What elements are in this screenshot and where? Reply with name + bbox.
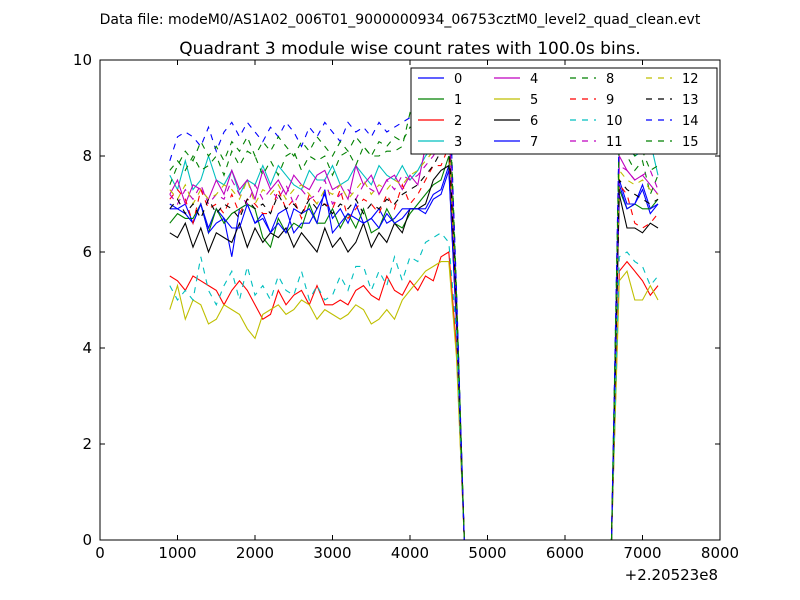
x-tick-label: 3000 — [313, 544, 351, 562]
series-line-1 — [169, 155, 659, 541]
series-line-5 — [169, 261, 659, 541]
legend-label-4: 4 — [530, 72, 538, 87]
series-line-9 — [169, 146, 659, 541]
legend-label-0: 0 — [454, 72, 462, 87]
series-line-4 — [169, 112, 659, 541]
legend-label-11: 11 — [606, 135, 623, 150]
series-line-10 — [169, 232, 659, 541]
legend-label-9: 9 — [606, 93, 614, 108]
legend-label-15: 15 — [682, 135, 699, 150]
x-tick-label: 6000 — [546, 544, 584, 562]
y-tick-label: 8 — [82, 147, 92, 165]
x-tick-label: 7000 — [623, 544, 661, 562]
series-line-0 — [169, 165, 659, 541]
legend-label-3: 3 — [454, 135, 462, 150]
x-tick-label: 1000 — [158, 544, 196, 562]
legend-label-5: 5 — [530, 93, 538, 108]
series-line-14 — [169, 69, 659, 541]
y-tick-label: 0 — [82, 531, 92, 549]
legend-label-1: 1 — [454, 93, 462, 108]
x-tick-label: 0 — [95, 544, 105, 562]
series-line-13 — [169, 134, 659, 541]
y-tick-label: 6 — [82, 243, 92, 261]
plot-lines — [169, 69, 659, 541]
legend-label-12: 12 — [682, 72, 699, 87]
series-line-15 — [169, 82, 659, 541]
y-tick-label: 4 — [82, 339, 92, 357]
x-tick-label: 8000 — [701, 544, 739, 562]
series-line-3 — [169, 116, 659, 541]
legend-label-6: 6 — [530, 114, 538, 129]
chart-title: Quadrant 3 module wise count rates with … — [179, 39, 640, 59]
x-tick-label: 2000 — [236, 544, 274, 562]
x-offset-label: +2.20523e8 — [625, 566, 718, 584]
y-tick-label: 2 — [82, 435, 92, 453]
series-line-2 — [169, 251, 659, 541]
series-line-12 — [169, 131, 659, 541]
legend-label-7: 7 — [530, 135, 538, 150]
legend-label-14: 14 — [682, 114, 699, 129]
legend-label-10: 10 — [606, 114, 623, 129]
series-line-7 — [169, 170, 659, 541]
x-tick-label: 4000 — [391, 544, 429, 562]
legend-label-8: 8 — [606, 72, 614, 87]
legend-box — [410, 67, 718, 155]
x-tick-label: 5000 — [468, 544, 506, 562]
x-axis: 0 1000 2000 3000 4000 5000 6000 7000 8000 — [95, 60, 739, 562]
data-file-label: Data file: modeM0/AS1A02_006T01_90000009… — [100, 12, 701, 28]
series-line-6 — [169, 164, 659, 541]
legend-label-13: 13 — [682, 93, 699, 108]
y-tick-label: 10 — [73, 51, 92, 69]
legend-label-2: 2 — [454, 114, 462, 129]
